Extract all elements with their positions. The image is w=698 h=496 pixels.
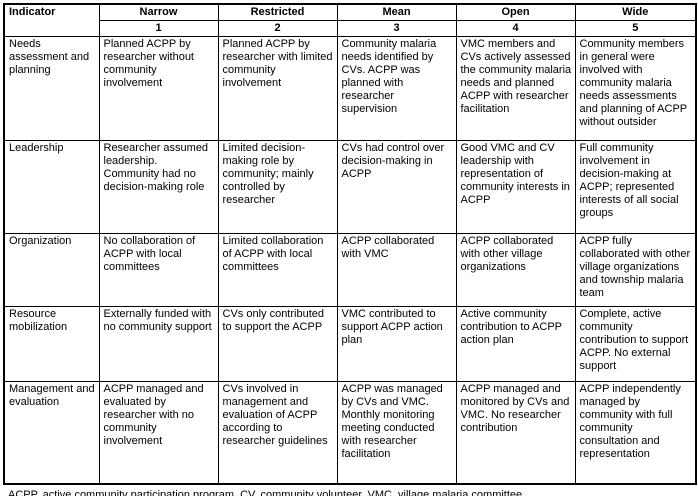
cell-organization-narrow: No collaboration of ACPP with local comm… (98, 233, 219, 307)
table-row-needs-assessment: Needs assessment and planning Planned AC… (3, 36, 697, 141)
cell-organization-open: ACPP collaborated with other village org… (455, 233, 576, 307)
cell-leadership-mean: CVs had control over decision-making in … (336, 140, 457, 234)
cell-leadership-wide: Full community involvement in decision-m… (574, 140, 697, 234)
header-row-numbers: 1 2 3 4 5 (4, 20, 697, 37)
cell-management-open: ACPP managed and monitored by CVs and VM… (455, 381, 576, 484)
cell-leadership-restricted: Limited decision-making role by communit… (217, 140, 338, 234)
cell-organization-restricted: Limited collaboration of ACPP with local… (217, 233, 338, 307)
cell-management-narrow: ACPP managed and evaluated by researcher… (98, 381, 219, 484)
row-header-resource-mobilization: Resource mobilization (3, 306, 100, 382)
table-row-management-evaluation: Management and evaluation ACPP managed a… (3, 381, 697, 484)
column-number-4: 4 (455, 20, 576, 37)
cell-resource-restricted: CVs only contributed to support the ACPP (217, 306, 338, 382)
column-number-2: 2 (217, 20, 338, 37)
cell-management-mean: ACPP was managed by CVs and VMC. Monthly… (336, 381, 457, 484)
column-header-narrow: Narrow (98, 3, 219, 21)
participation-matrix-table: Indicator Narrow Restricted Mean Open Wi… (3, 3, 697, 485)
cell-needs-open: VMC members and CVs actively assessed th… (455, 36, 576, 141)
row-header-needs-assessment: Needs assessment and planning (3, 36, 100, 141)
cell-management-restricted: CVs involved in management and evaluatio… (217, 381, 338, 484)
column-number-1: 1 (98, 20, 219, 37)
cell-needs-restricted: Planned ACPP by researcher with limited … (217, 36, 338, 141)
row-header-leadership: Leadership (3, 140, 100, 234)
cell-management-wide: ACPP independently managed by community … (574, 381, 697, 484)
header-row-names: Indicator Narrow Restricted Mean Open Wi… (3, 3, 697, 37)
cell-leadership-narrow: Researcher assumed leadership. Community… (98, 140, 219, 234)
table-row-organization: Organization No collaboration of ACPP wi… (3, 233, 697, 307)
column-number-3: 3 (336, 20, 457, 37)
cell-resource-narrow: Externally funded with no community supp… (98, 306, 219, 382)
table-row-leadership: Leadership Researcher assumed leadership… (3, 140, 697, 234)
row-header-organization: Organization (3, 233, 100, 307)
abbreviations-footnote: ACPP, active community participation pro… (8, 488, 526, 496)
column-header-open: Open (455, 3, 576, 21)
column-number-5: 5 (574, 20, 697, 37)
cell-needs-wide: Community members in general were involv… (574, 36, 697, 141)
cell-organization-wide: ACPP fully collaborated with other villa… (574, 233, 697, 307)
cell-needs-narrow: Planned ACPP by researcher without commu… (98, 36, 219, 141)
row-header-management-evaluation: Management and evaluation (3, 381, 100, 484)
column-header-mean: Mean (336, 3, 457, 21)
cell-needs-mean: Community malaria needs identified by CV… (336, 36, 457, 141)
cell-organization-mean: ACPP collaborated with VMC (336, 233, 457, 307)
column-header-wide: Wide (574, 3, 697, 21)
column-header-restricted: Restricted (217, 3, 338, 21)
cell-leadership-open: Good VMC and CV leadership with represen… (455, 140, 576, 234)
table-row-resource-mobilization: Resource mobilization Externally funded … (3, 306, 697, 382)
cell-resource-wide: Complete, active community contribution … (574, 306, 697, 382)
column-header-indicator: Indicator (3, 3, 100, 37)
cell-resource-open: Active community contribution to ACPP ac… (455, 306, 576, 382)
cell-resource-mean: VMC contributed to support ACPP action p… (336, 306, 457, 382)
